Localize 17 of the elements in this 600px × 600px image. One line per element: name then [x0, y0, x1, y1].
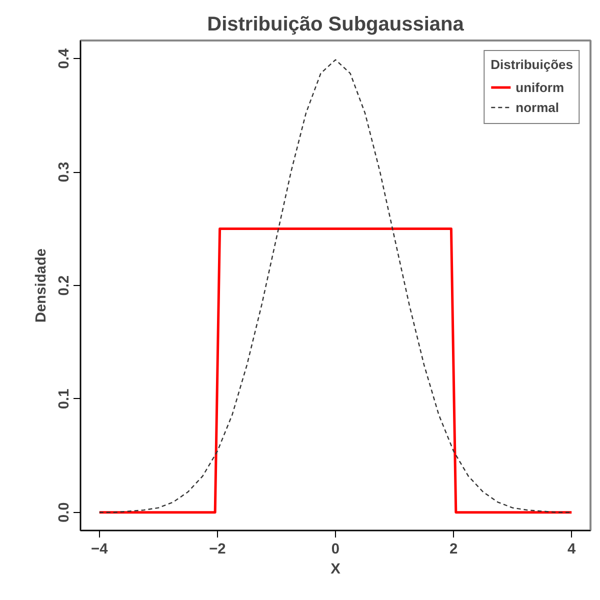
- x-tick-label: −4: [91, 542, 109, 558]
- legend-label: uniform: [516, 80, 564, 94]
- legend-label: normal: [516, 100, 559, 114]
- x-axis-title: X: [330, 562, 341, 578]
- x-tick-label: −2: [209, 542, 226, 558]
- chart-title: Distribuição Subgaussiana: [207, 14, 465, 36]
- y-tick-label: 0.4: [56, 48, 72, 69]
- y-tick-label: 0.3: [56, 162, 72, 182]
- x-tick-label: 2: [449, 542, 458, 558]
- y-tick-label: 0.2: [56, 275, 72, 296]
- x-tick-label: 4: [568, 542, 577, 558]
- y-tick-label: 0.0: [56, 502, 72, 523]
- y-tick-label: 0.1: [56, 388, 72, 410]
- y-axis-title: Densidade: [34, 248, 50, 323]
- legend-title: Distribuições: [490, 57, 573, 72]
- x-tick-label: 0: [331, 542, 340, 558]
- line-series: [98, 59, 572, 513]
